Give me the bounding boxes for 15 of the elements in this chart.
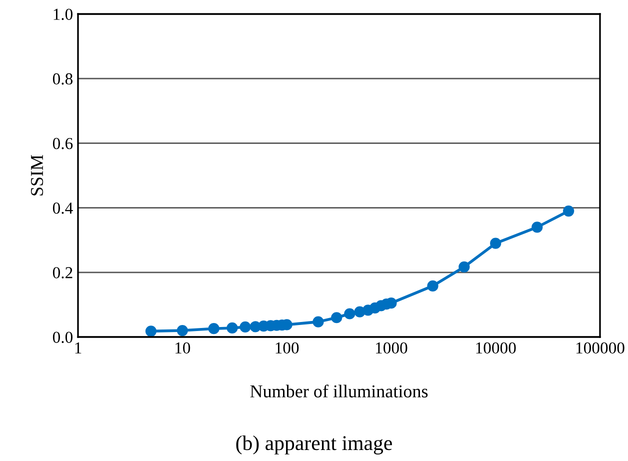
y-tick-label: 0.8 xyxy=(52,73,73,85)
x-axis-title: Number of illuminations xyxy=(250,384,428,398)
y-tick-label: 0.6 xyxy=(52,138,73,150)
x-tick-label: 100000 xyxy=(576,342,624,354)
text: (b) apparent image xyxy=(236,436,392,454)
y-tick-label: 0.0 xyxy=(52,332,73,344)
x-tick-label: 10 xyxy=(176,342,190,354)
x-tick-label: 100 xyxy=(276,342,299,354)
y-axis-title: SSIM xyxy=(30,154,44,196)
y-tick-label: 1.0 xyxy=(54,8,73,20)
x-tick-label: 1 xyxy=(75,342,82,354)
x-tick-label: 1000 xyxy=(376,342,408,354)
y-tick-label: 0.4 xyxy=(52,202,73,214)
x-tick-label: 10000 xyxy=(476,342,516,354)
y-tick-label: 0.2 xyxy=(52,267,72,278)
